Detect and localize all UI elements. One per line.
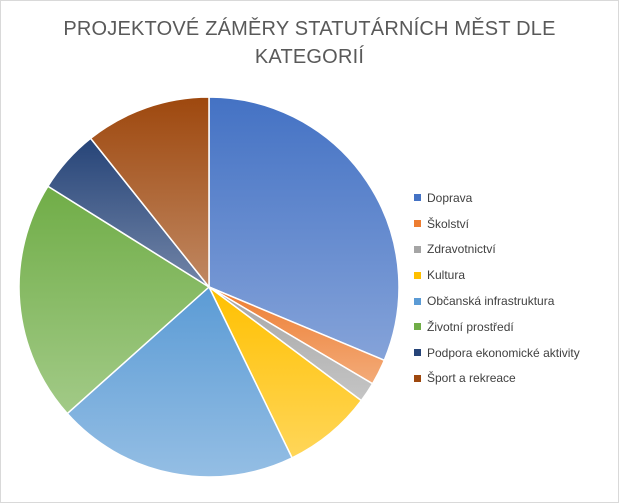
legend-swatch-7: [414, 349, 421, 357]
legend-item-2: Školství: [414, 211, 610, 237]
pie-slice-1: [208, 96, 400, 362]
legend-swatch-1: [414, 194, 421, 202]
legend-item-6: Životní prostředí: [414, 314, 610, 340]
legend-label-7: Podpora ekonomické aktivity: [427, 345, 580, 360]
legend-item-7: Podpora ekonomické aktivity: [414, 340, 610, 366]
chart-title-line-1: PROJEKTOVÉ ZÁMĚRY STATUTÁRNÍCH MĚST DLE: [63, 18, 556, 40]
legend-item-1: Doprava: [414, 185, 610, 211]
legend-item-5: Občanská infrastruktura: [414, 288, 610, 314]
legend-swatch-2: [414, 220, 421, 228]
chart-title: PROJEKTOVÉ ZÁMĚRY STATUTÁRNÍCH MĚST DLE …: [1, 15, 618, 71]
pie-slice-8: [89, 96, 210, 288]
legend-label-2: Školství: [427, 216, 470, 231]
pie-slices: [18, 96, 400, 478]
legend-label-3: Zdravotnictví: [427, 242, 496, 257]
legend-label-5: Občanská infrastruktura: [427, 294, 555, 309]
legend-item-8: Šport a rekreace: [414, 366, 610, 392]
pie-slice-5: [66, 286, 293, 478]
legend-swatch-6: [414, 323, 421, 331]
legend-swatch-5: [414, 297, 421, 305]
legend-label-6: Životní prostředí: [427, 319, 514, 334]
legend-label-1: Doprava: [427, 190, 473, 205]
legend-item-3: Zdravotnictví: [414, 237, 610, 263]
legend-swatch-4: [414, 271, 421, 279]
chart-title-line-2: KATEGORIÍ: [254, 46, 365, 68]
legend-swatch-3: [414, 245, 421, 253]
pie-slice-6: [18, 185, 210, 415]
legend-label-4: Kultura: [427, 268, 466, 283]
legend-swatch-8: [414, 374, 421, 382]
legend-label-8: Šport a rekreace: [427, 371, 516, 386]
legend: Doprava Školství Zdravotnictví Kultura Občan…: [414, 185, 610, 391]
legend-item-4: Kultura: [414, 262, 610, 288]
